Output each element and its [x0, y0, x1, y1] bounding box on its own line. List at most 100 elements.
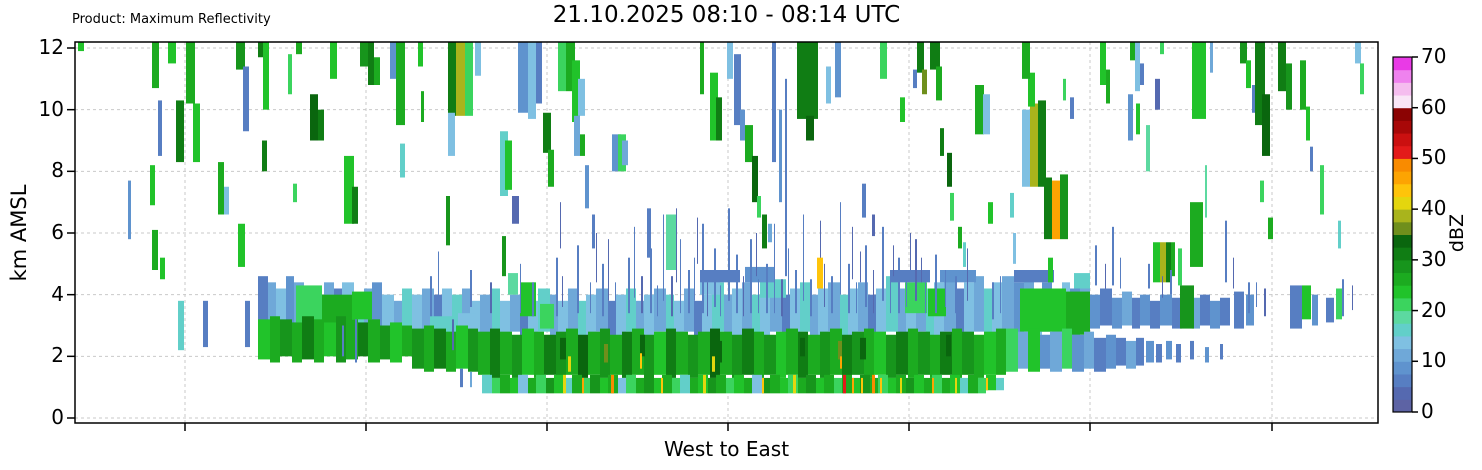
reflectivity-cell [932, 374, 942, 394]
reflectivity-cell [1192, 297, 1200, 329]
reflectivity-cell [835, 42, 841, 98]
reflectivity-cell [293, 183, 297, 203]
reflectivity-cell [983, 94, 990, 135]
reflectivity-cell [296, 42, 302, 55]
y-tick-label: 2 [51, 343, 64, 368]
reflectivity-cell [736, 254, 738, 314]
reflectivity-cell [700, 42, 704, 95]
reflectivity-cell [906, 276, 907, 308]
reflectivity-cell [984, 288, 992, 338]
reflectivity-cell [1146, 340, 1154, 363]
reflectivity-cell [1240, 42, 1247, 64]
reflectivity-cell [672, 377, 680, 394]
reflectivity-cell [830, 328, 842, 375]
reflectivity-cell [636, 377, 644, 394]
reflectivity-cell [520, 263, 521, 314]
reflectivity-cell [276, 288, 286, 345]
reflectivity-cell [402, 288, 412, 332]
reflectivity-cell [834, 377, 842, 394]
reflectivity-cell [1010, 192, 1014, 218]
reflectivity-cell [1153, 242, 1160, 283]
reflectivity-cell [396, 42, 405, 126]
reflectivity-cell [355, 319, 357, 363]
colorbar-segment [1393, 373, 1412, 388]
reflectivity-cell [1306, 106, 1310, 141]
y-tick-label: 10 [38, 96, 64, 121]
reflectivity-cell [1120, 257, 1121, 289]
colorbar-segment [1393, 297, 1412, 312]
reflectivity-cell [475, 42, 481, 76]
reflectivity-cell [168, 42, 176, 64]
reflectivity-cell [562, 276, 563, 308]
reflectivity-cell [984, 331, 996, 375]
reflectivity-cell [1050, 331, 1062, 372]
reflectivity-cell [874, 331, 886, 375]
reflectivity-cell [176, 100, 184, 163]
reflectivity-cell [456, 325, 468, 369]
reflectivity-cell [795, 270, 797, 314]
reflectivity-cell [1172, 297, 1182, 329]
colorbar-label: dBZ [1446, 213, 1468, 253]
reflectivity-cell [818, 288, 828, 345]
reflectivity-cell [1126, 340, 1136, 369]
reflectivity-cell [203, 300, 208, 348]
reflectivity-cell [666, 294, 674, 338]
reflectivity-cell [612, 134, 621, 172]
reflectivity-cell [286, 276, 294, 332]
colorbar-tick-label: 60 [1421, 94, 1447, 119]
reflectivity-cell [1128, 94, 1133, 141]
reflectivity-cell [418, 42, 423, 67]
reflectivity-cell [460, 368, 463, 388]
colorbar-segment [1393, 82, 1412, 96]
colorbar-segment [1393, 247, 1412, 261]
colorbar-segment [1393, 259, 1412, 274]
reflectivity-cell [932, 377, 934, 394]
reflectivity-cell [270, 316, 280, 363]
reflectivity-cell [838, 340, 842, 360]
reflectivity-cell [548, 149, 554, 187]
reflectivity-cell [490, 328, 500, 378]
reflectivity-cell [522, 328, 534, 375]
reflectivity-cell [1225, 220, 1227, 283]
reflectivity-cell [708, 377, 716, 394]
reflectivity-cell [824, 263, 825, 308]
reflectivity-cell [694, 257, 695, 301]
reflectivity-cell [1190, 202, 1203, 267]
reflectivity-cell [1178, 248, 1182, 286]
reflectivity-cell [640, 334, 645, 357]
reflectivity-cell [798, 377, 806, 394]
colorbar-segment [1393, 183, 1412, 197]
reflectivity-cell [512, 196, 519, 224]
reflectivity-cell [358, 322, 368, 357]
colorbar-tick-label: 70 [1421, 44, 1447, 68]
colorbar-tick-label: 0 [1421, 399, 1434, 423]
reflectivity-cell [800, 282, 810, 332]
reflectivity-cell [421, 91, 424, 123]
reflectivity-cell [518, 374, 528, 394]
reflectivity-cell [1062, 328, 1072, 369]
reflectivity-cell [1166, 242, 1171, 283]
reflectivity-cell [478, 331, 490, 375]
reflectivity-cell [680, 239, 681, 314]
reflectivity-cell [828, 282, 840, 332]
reflectivity-cell [688, 334, 698, 378]
reflectivity-cell [1094, 337, 1106, 372]
reflectivity-cell [992, 282, 994, 320]
reflectivity-cell [1256, 282, 1257, 308]
reflectivity-cell [1112, 297, 1122, 329]
reflectivity-cell [710, 72, 718, 141]
reflectivity-cell [843, 374, 846, 394]
y-tick-label: 4 [51, 281, 64, 306]
reflectivity-cell [710, 328, 720, 378]
reflectivity-cell [793, 374, 796, 394]
reflectivity-cell [872, 374, 875, 394]
reflectivity-cell [1312, 294, 1318, 326]
reflectivity-cell [448, 42, 456, 116]
reflectivity-cell [1336, 288, 1342, 320]
reflectivity-cell [945, 270, 946, 308]
reflectivity-cell [896, 331, 908, 375]
reflectivity-cell [732, 334, 742, 378]
reflectivity-cell [986, 374, 996, 391]
reflectivity-cell [302, 316, 314, 360]
reflectivity-cell [262, 140, 267, 172]
